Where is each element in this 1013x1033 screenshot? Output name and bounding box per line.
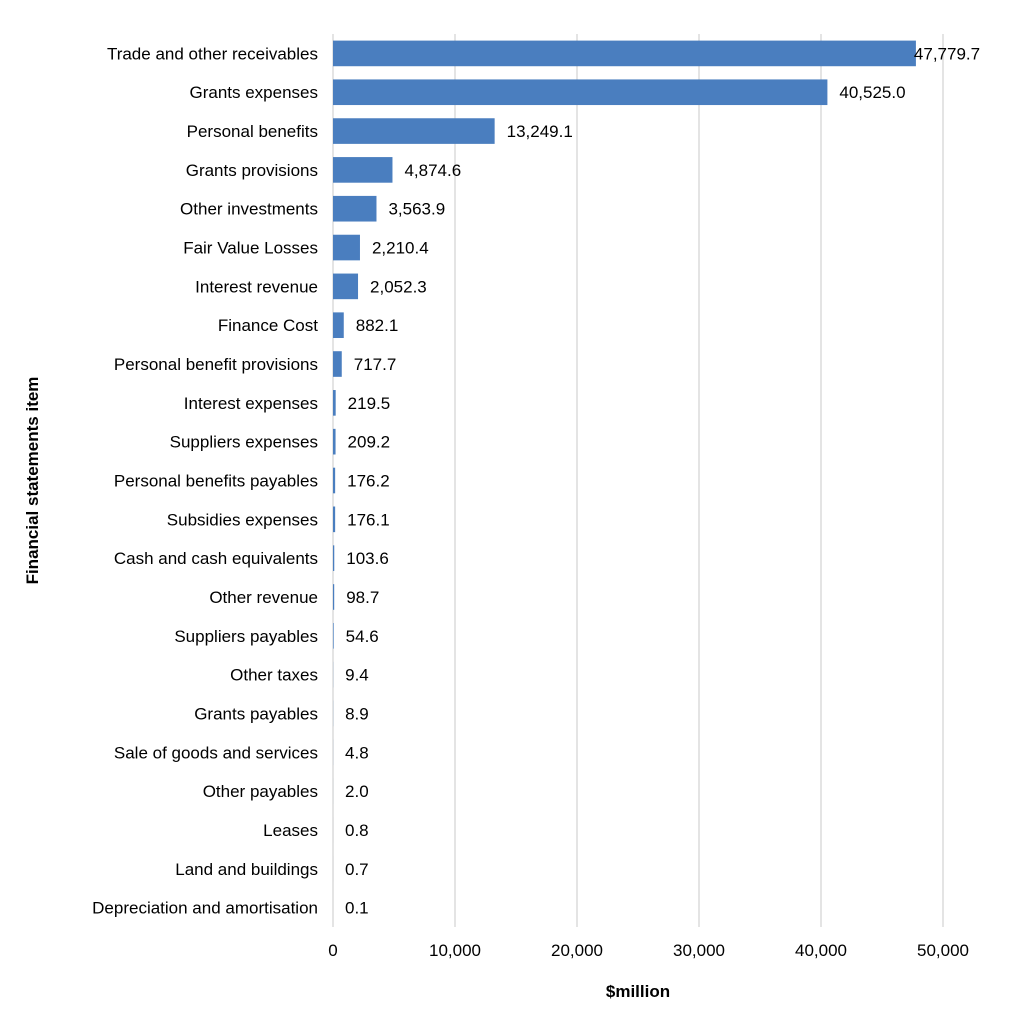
bar — [333, 118, 495, 144]
data-label: 0.7 — [345, 860, 369, 879]
bar — [333, 622, 334, 649]
category-label: Personal benefits payables — [114, 472, 318, 491]
category-label: Other investments — [180, 200, 318, 219]
bar — [333, 40, 916, 67]
bar — [333, 195, 377, 222]
data-label: 3,563.9 — [388, 200, 445, 219]
data-label: 4,874.6 — [404, 161, 461, 180]
data-label: 882.1 — [356, 316, 399, 335]
category-label: Leases — [263, 821, 318, 840]
bar — [333, 467, 336, 494]
bar — [333, 506, 336, 533]
x-tick-label: 20,000 — [551, 941, 603, 960]
data-label: 209.2 — [348, 433, 391, 452]
x-tick-label: 0 — [328, 941, 337, 960]
bar — [333, 312, 344, 339]
data-label: 4.8 — [345, 743, 369, 762]
category-label: Finance Cost — [218, 316, 318, 335]
category-label: Fair Value Losses — [183, 239, 318, 258]
bar — [333, 234, 360, 261]
category-label: Grants payables — [194, 704, 318, 723]
category-label: Depreciation and amortisation — [92, 899, 318, 918]
category-label: Interest expenses — [184, 394, 318, 413]
data-label: 2.0 — [345, 782, 369, 801]
data-label: 13,249.1 — [507, 122, 573, 141]
category-label: Other taxes — [230, 666, 318, 685]
category-label: Personal benefits — [187, 122, 318, 141]
bar — [333, 545, 335, 571]
category-label: Land and buildings — [175, 860, 318, 879]
data-label: 98.7 — [346, 588, 379, 607]
category-label: Cash and cash equivalents — [114, 549, 318, 568]
bars — [333, 40, 916, 921]
data-label: 176.1 — [347, 510, 390, 529]
data-label: 8.9 — [345, 704, 369, 723]
data-label: 176.2 — [347, 472, 390, 491]
bar — [333, 273, 359, 300]
category-label: Trade and other receivables — [107, 44, 318, 63]
category-label: Interest revenue — [195, 277, 318, 296]
category-label: Suppliers payables — [174, 627, 318, 646]
x-tick-label: 10,000 — [429, 941, 481, 960]
data-label: 2,210.4 — [372, 239, 429, 258]
data-label: 0.1 — [345, 899, 369, 918]
data-label: 219.5 — [348, 394, 391, 413]
data-label: 0.8 — [345, 821, 369, 840]
y-axis-title: Financial statements item — [23, 377, 42, 585]
x-axis-title: $million — [606, 982, 670, 1001]
category-label: Grants expenses — [189, 83, 318, 102]
x-tick-labels: 0 10,000 20,000 30,000 40,000 50,000 — [328, 941, 969, 960]
bar — [333, 428, 336, 455]
data-label: 54.6 — [346, 627, 379, 646]
bar — [333, 351, 342, 377]
category-label: Other revenue — [209, 588, 318, 607]
x-tick-label: 30,000 — [673, 941, 725, 960]
bar — [333, 157, 393, 183]
category-labels: Trade and other receivables Grants expens… — [92, 44, 318, 917]
data-label: 40,525.0 — [839, 83, 905, 102]
bar — [333, 584, 335, 610]
category-label: Personal benefit provisions — [114, 355, 318, 374]
data-label: 2,052.3 — [370, 277, 427, 296]
category-label: Sale of goods and services — [114, 743, 318, 762]
x-tick-label: 40,000 — [795, 941, 847, 960]
bar — [333, 390, 336, 416]
bar — [333, 79, 828, 106]
data-label: 47,779.7 — [914, 44, 980, 63]
data-label: 9.4 — [345, 666, 369, 685]
category-label: Grants provisions — [186, 161, 318, 180]
category-label: Suppliers expenses — [170, 433, 318, 452]
data-label: 717.7 — [354, 355, 397, 374]
category-label: Subsidies expenses — [167, 510, 318, 529]
value-labels: 47,779.7 40,525.0 13,249.1 4,874.6 3,563.9 2,… — [345, 44, 980, 917]
data-label: 103.6 — [346, 549, 389, 568]
category-label: Other payables — [203, 782, 318, 801]
x-tick-label: 50,000 — [917, 941, 969, 960]
